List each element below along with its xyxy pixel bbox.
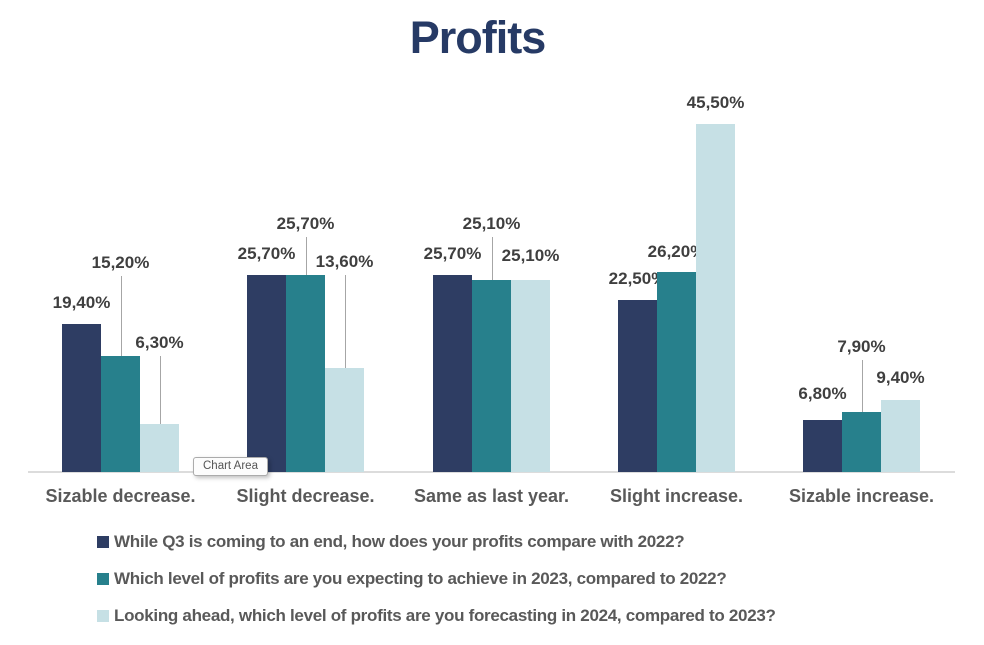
category-label: Sizable decrease.: [45, 486, 196, 506]
bar-series2-slight-decrease[interactable]: [286, 275, 325, 472]
data-label: 6,80%: [798, 384, 847, 403]
bar-series2-sizable-decrease[interactable]: [101, 356, 140, 472]
data-label: 25,10%: [501, 246, 560, 265]
label-leader-line: [120, 276, 122, 356]
category-label: Slight decrease.: [236, 486, 375, 506]
legend-item-series2[interactable]: Which level of profits are you expecting…: [97, 569, 776, 589]
data-label: 26,20%: [647, 242, 706, 261]
data-label: 6,30%: [135, 333, 184, 352]
data-label: 22,50%: [608, 269, 667, 288]
chart-legend: While Q3 is coming to an end, how does y…: [97, 532, 776, 643]
bar-series2-slight-increase[interactable]: [657, 272, 696, 472]
legend-marker-icon: [97, 536, 109, 548]
data-label: 15,20%: [91, 253, 150, 272]
bar-series1-same-as-last-year[interactable]: [433, 275, 472, 472]
bar-series1-slight-increase[interactable]: [618, 300, 657, 472]
legend-marker-icon: [97, 573, 109, 585]
legend-label: Looking ahead, which level of profits ar…: [114, 606, 776, 625]
data-label: 25,70%: [423, 244, 482, 263]
legend-item-series3[interactable]: Looking ahead, which level of profits ar…: [97, 606, 776, 626]
bar-series3-slight-decrease[interactable]: [325, 368, 364, 472]
bar-series3-slight-increase[interactable]: [696, 124, 735, 472]
data-label: 13,60%: [315, 252, 374, 271]
bar-series2-sizable-increase[interactable]: [842, 412, 881, 472]
legend-marker-icon: [97, 610, 109, 622]
data-label: 19,40%: [52, 293, 111, 312]
data-label: 25,70%: [276, 214, 335, 233]
chart-title[interactable]: Profits: [409, 12, 547, 63]
label-leader-line: [491, 237, 493, 280]
x-axis-line: [28, 471, 955, 473]
bar-series1-sizable-increase[interactable]: [803, 420, 842, 472]
data-label: 45,50%: [686, 93, 745, 112]
data-label: 25,10%: [462, 214, 521, 233]
legend-label: While Q3 is coming to an end, how does y…: [114, 532, 685, 551]
legend-item-series1[interactable]: While Q3 is coming to an end, how does y…: [97, 532, 776, 552]
label-leader-line: [159, 356, 161, 424]
label-leader-line: [861, 360, 863, 412]
data-label: 7,90%: [837, 337, 886, 356]
chart-area-tooltip: Chart Area: [193, 457, 268, 476]
label-leader-line: [344, 275, 346, 368]
data-label: 9,40%: [876, 368, 925, 387]
bar-series3-same-as-last-year[interactable]: [511, 280, 550, 472]
bar-series2-same-as-last-year[interactable]: [472, 280, 511, 472]
label-leader-line: [305, 237, 307, 275]
category-label: Slight increase.: [609, 486, 744, 506]
bar-series3-sizable-increase[interactable]: [881, 400, 920, 472]
legend-label: Which level of profits are you expecting…: [114, 569, 727, 588]
bar-series3-sizable-decrease[interactable]: [140, 424, 179, 472]
bar-series1-sizable-decrease[interactable]: [62, 324, 101, 472]
category-label: Same as last year.: [413, 486, 570, 506]
category-label: Sizable increase.: [788, 486, 935, 506]
data-label: 25,70%: [237, 244, 296, 263]
bar-series1-slight-decrease[interactable]: [247, 275, 286, 472]
